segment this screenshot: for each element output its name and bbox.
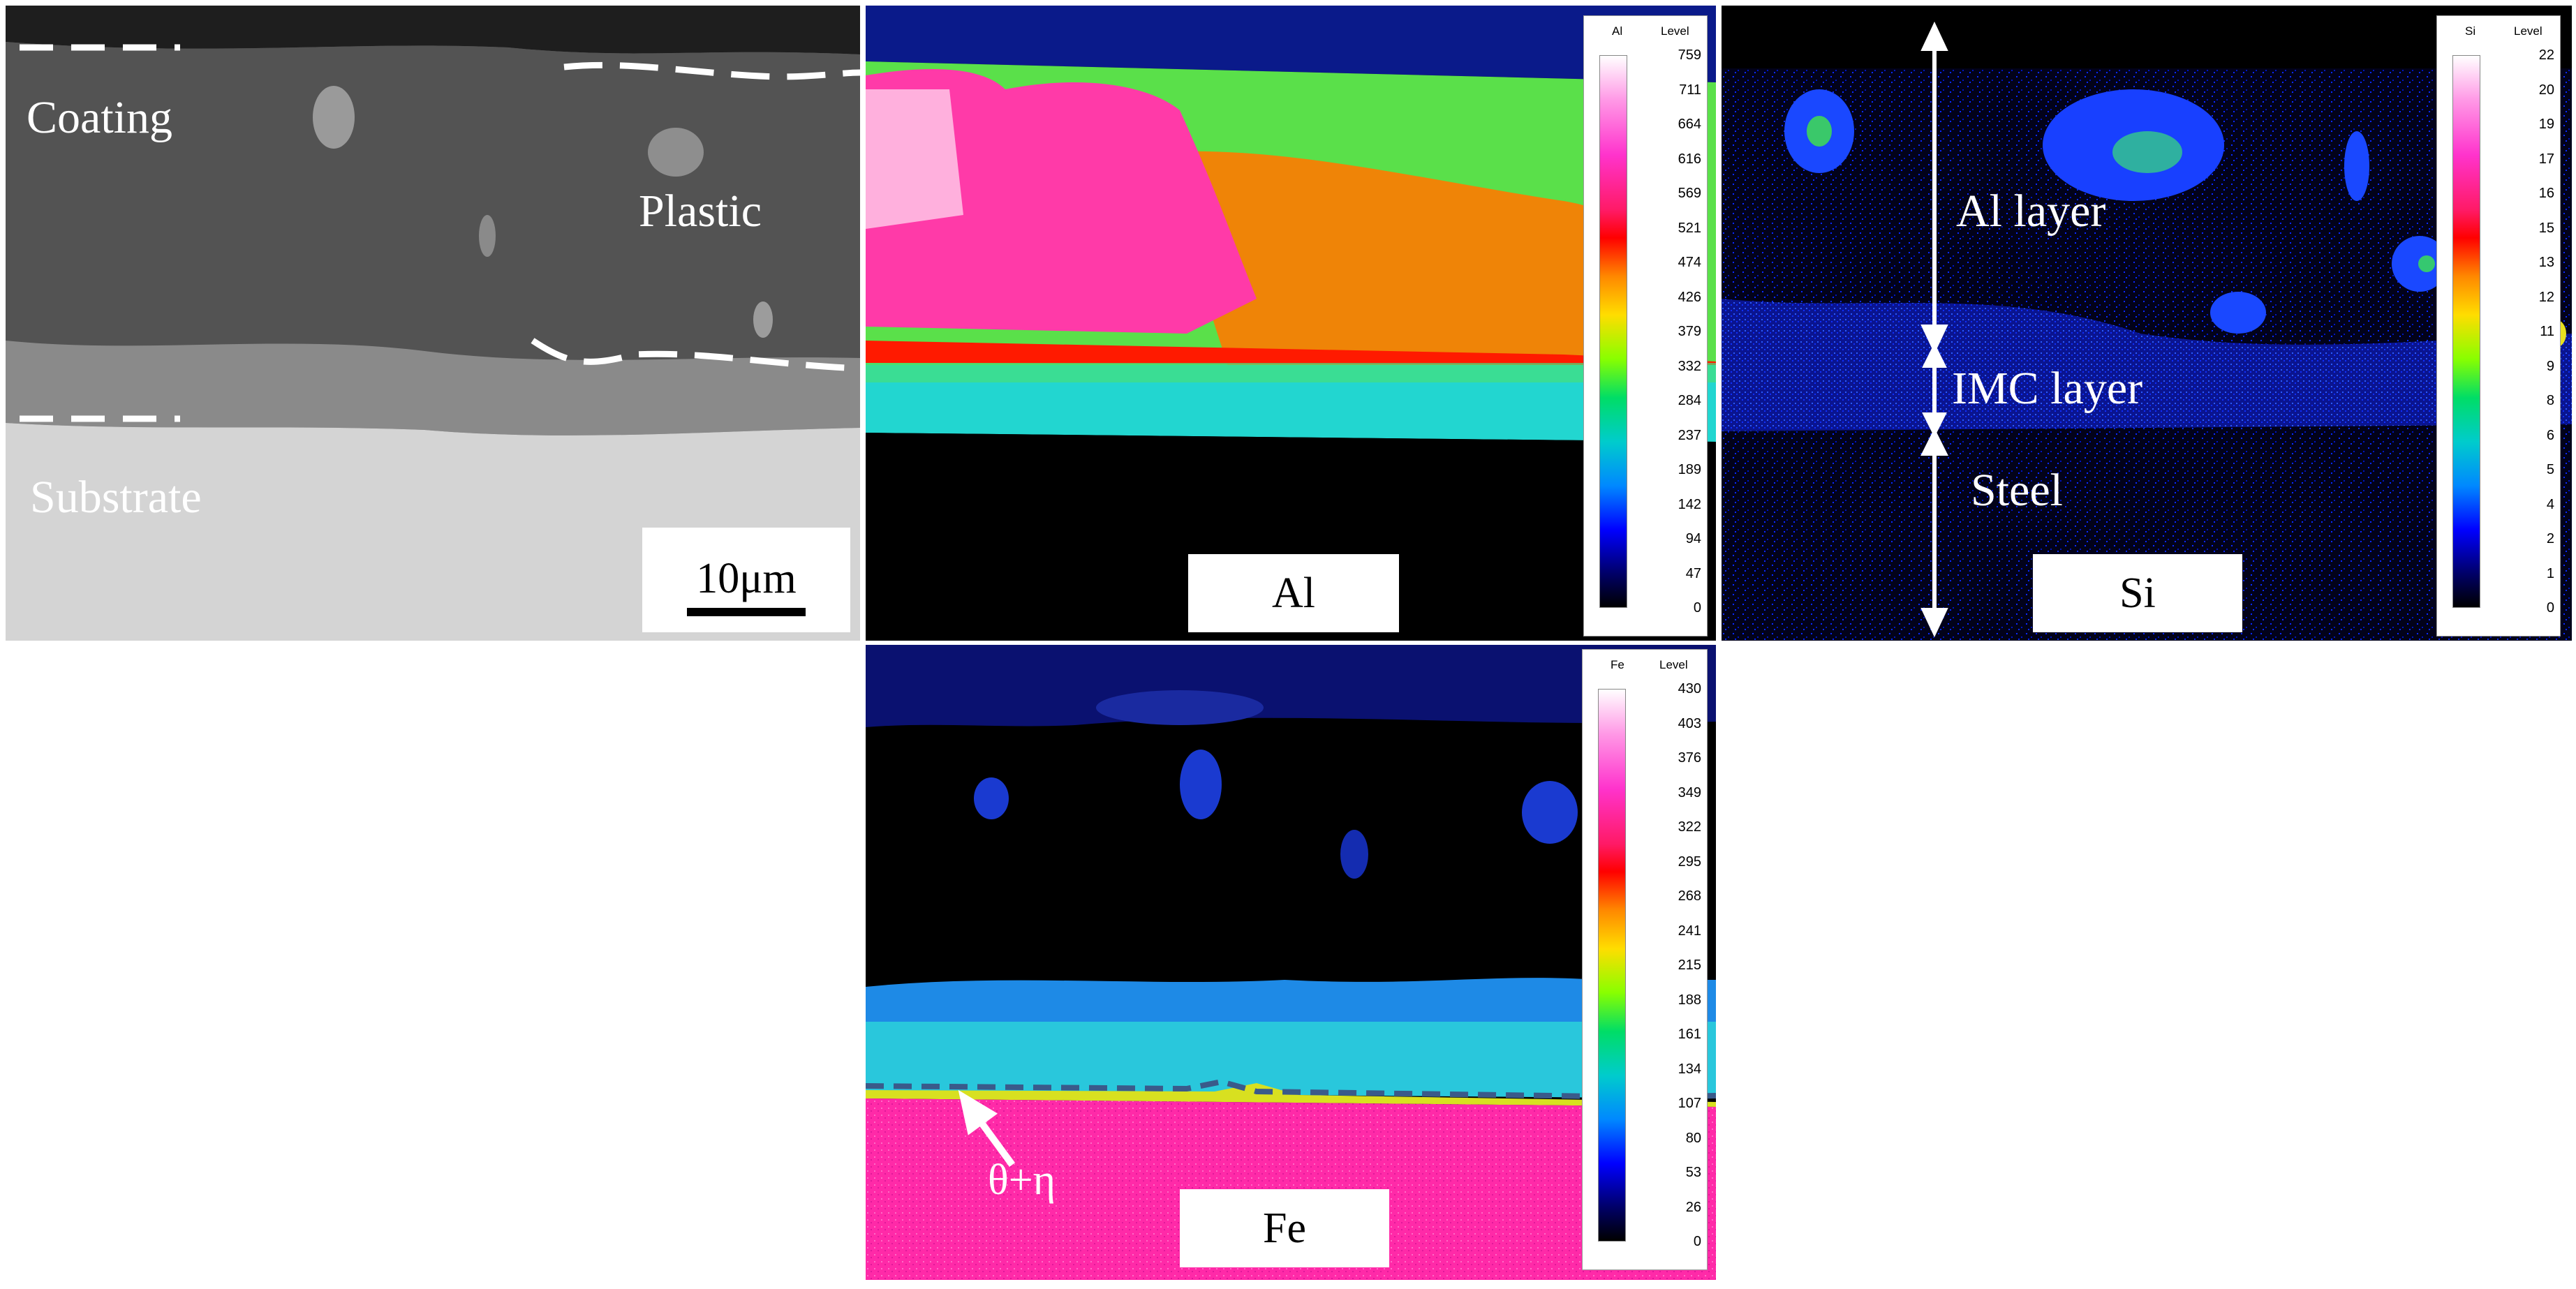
al-tick: 474 (1678, 255, 1701, 270)
al-tick: 47 (1685, 565, 1701, 581)
al-layer-label: Al layer (1956, 186, 2106, 237)
si-tick: 9 (2546, 358, 2554, 374)
fe-colorbar: Fe Level 430 403 376 349 322 295 268 241… (1582, 649, 1708, 1270)
fe-tick: 0 (1693, 1234, 1701, 1249)
fe-colorbar-level: Level (1659, 658, 1688, 671)
fe-tick: 215 (1678, 958, 1701, 973)
al-tick: 237 (1678, 427, 1701, 443)
theta-eta-label: θ+η (988, 1156, 1056, 1204)
si-tick: 8 (2546, 393, 2554, 408)
fe-colorbar-symbol: Fe (1611, 658, 1624, 671)
si-tick: 0 (2546, 600, 2554, 616)
al-element-label: Al (1188, 554, 1399, 632)
sem-image (6, 6, 860, 641)
si-map-panel: Al layer IMC layer Steel Si Level 22 20 … (1722, 6, 2572, 641)
si-tick: 17 (2538, 151, 2554, 167)
al-colorbar-symbol: Al (1612, 24, 1623, 38)
fe-element-label: Fe (1180, 1189, 1389, 1267)
al-colorbar: Al Level 759 711 664 616 569 521 474 426… (1583, 15, 1708, 636)
si-tick: 5 (2546, 462, 2554, 477)
al-tick: 332 (1678, 358, 1701, 374)
fe-tick: 26 (1685, 1199, 1701, 1215)
fe-tick: 134 (1678, 1061, 1701, 1077)
al-tick: 759 (1678, 47, 1701, 63)
fe-map-panel: θ+η Fe Level 430 403 376 349 322 295 268… (866, 645, 1716, 1280)
al-tick: 0 (1693, 600, 1701, 616)
si-tick: 22 (2538, 47, 2554, 63)
al-map-panel: Al Level 759 711 664 616 569 521 474 426… (866, 6, 1716, 641)
si-colorbar-ticks: 22 20 19 17 16 15 13 12 11 9 8 6 5 4 2 1… (2483, 47, 2554, 616)
si-tick: 6 (2546, 427, 2554, 443)
fe-tick: 295 (1678, 854, 1701, 870)
al-tick: 521 (1678, 220, 1701, 236)
fe-tick: 80 (1685, 1130, 1701, 1146)
si-map-image (1722, 6, 2572, 641)
al-tick: 664 (1678, 117, 1701, 132)
fe-tick: 53 (1685, 1165, 1701, 1180)
al-tick: 569 (1678, 186, 1701, 201)
substrate-label: Substrate (30, 472, 202, 523)
si-colorbar: Si Level 22 20 19 17 16 15 13 12 11 9 8 … (2436, 15, 2561, 636)
plastic-label: Plastic (639, 186, 762, 237)
si-tick: 2 (2546, 531, 2554, 546)
si-tick: 11 (2540, 324, 2554, 339)
scale-bar-label: 10μm (696, 555, 797, 602)
al-tick: 616 (1678, 151, 1701, 167)
coating-label: Coating (27, 92, 172, 143)
al-tick: 189 (1678, 462, 1701, 477)
si-tick: 20 (2538, 82, 2554, 98)
si-colorbar-level: Level (2514, 24, 2542, 38)
al-tick: 94 (1685, 531, 1701, 546)
si-tick: 12 (2538, 289, 2554, 305)
si-element-label: Si (2033, 554, 2242, 632)
fe-tick: 430 (1678, 681, 1701, 696)
al-tick: 426 (1678, 289, 1701, 305)
al-colorbar-gradient (1599, 55, 1627, 608)
scale-bar (687, 608, 806, 616)
si-tick: 1 (2546, 565, 2554, 581)
si-tick: 15 (2538, 220, 2554, 236)
fe-tick: 188 (1678, 992, 1701, 1008)
sem-image-panel: Coating Plastic Substrate 10μm (6, 6, 860, 641)
si-tick: 16 (2538, 186, 2554, 201)
al-colorbar-ticks: 759 711 664 616 569 521 474 426 379 332 … (1630, 47, 1701, 616)
fe-tick: 241 (1678, 923, 1701, 939)
al-tick: 711 (1679, 82, 1701, 98)
layer-arrows (1920, 21, 1948, 638)
al-colorbar-level: Level (1661, 24, 1689, 38)
al-map-image (866, 6, 1716, 641)
fe-tick: 268 (1678, 888, 1701, 904)
fe-tick: 107 (1678, 1096, 1701, 1111)
theta-eta-arrow (958, 1089, 1016, 1167)
fe-tick: 403 (1678, 715, 1701, 731)
al-tick: 284 (1678, 393, 1701, 408)
si-tick: 13 (2538, 255, 2554, 270)
fe-colorbar-gradient (1598, 689, 1626, 1242)
al-tick: 142 (1678, 496, 1701, 512)
fe-tick: 349 (1678, 784, 1701, 800)
si-tick: 19 (2538, 117, 2554, 132)
fe-tick: 376 (1678, 750, 1701, 766)
fe-tick: 322 (1678, 819, 1701, 835)
steel-label: Steel (1971, 465, 2063, 516)
si-colorbar-gradient (2452, 55, 2480, 608)
si-colorbar-symbol: Si (2465, 24, 2476, 38)
al-tick: 379 (1678, 324, 1701, 339)
imc-layer-label: IMC layer (1952, 363, 2143, 414)
si-tick: 4 (2546, 496, 2554, 512)
fe-tick: 161 (1678, 1027, 1701, 1042)
fe-colorbar-ticks: 430 403 376 349 322 295 268 241 215 188 … (1629, 680, 1701, 1250)
scale-bar-box: 10μm (642, 528, 850, 632)
